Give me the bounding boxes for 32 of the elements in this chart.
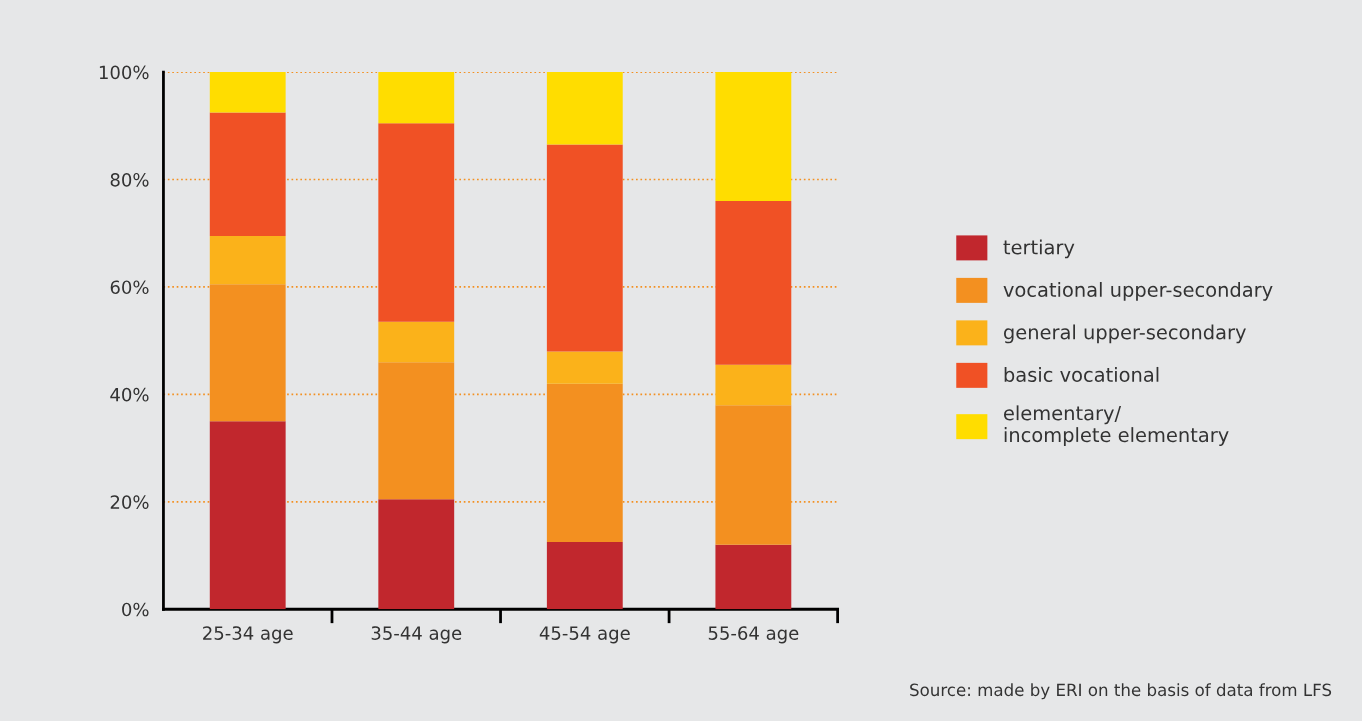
- bar: [209, 235, 286, 285]
- legend-label: tertiary: [1003, 239, 1075, 259]
- legend-label: elementary/ incomplete elementary: [1004, 405, 1229, 446]
- x-tick-label: 55-64 age: [708, 626, 799, 644]
- y-tick-label: 40%: [110, 387, 149, 402]
- y-tick-label: 20%: [110, 495, 149, 509]
- bar: [715, 364, 792, 406]
- bar: [715, 201, 792, 365]
- y-tick-label: 80%: [110, 172, 149, 187]
- bar: [715, 544, 792, 610]
- bar: [546, 144, 623, 352]
- bar: [546, 351, 623, 384]
- bar: [546, 72, 623, 145]
- source-note: Source: made by ERI on the basis of data from LFS: [910, 683, 1332, 700]
- bar: [209, 72, 286, 113]
- bar: [378, 72, 455, 124]
- bar: [546, 542, 623, 610]
- bar: [378, 321, 455, 363]
- y-tick-label: 60%: [110, 280, 149, 295]
- bar: [378, 499, 455, 610]
- legend-label: basic vocational: [1004, 366, 1159, 382]
- bar: [715, 72, 792, 202]
- legend-label: vocational upper-secondary: [1003, 281, 1273, 301]
- x-tick-label: 45-54 age: [539, 626, 630, 644]
- bar: [209, 421, 286, 610]
- x-tick-label: 35-44 age: [371, 626, 462, 644]
- y-tick-label: 0%: [122, 602, 149, 617]
- bar: [378, 123, 455, 322]
- bar: [209, 112, 286, 236]
- legend-label: general upper-secondary: [1004, 324, 1246, 344]
- x-tick-label: 25-34 age: [203, 626, 293, 644]
- y-tick-label: 100%: [99, 65, 149, 80]
